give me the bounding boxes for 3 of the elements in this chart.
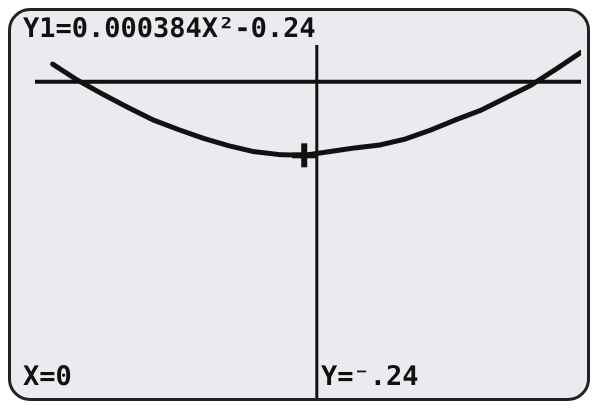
text: X=0	[23, 361, 72, 392]
text: Y=⁻.24	[321, 361, 419, 392]
chart-title: Y1=0.000384X²-0.24	[23, 13, 316, 44]
